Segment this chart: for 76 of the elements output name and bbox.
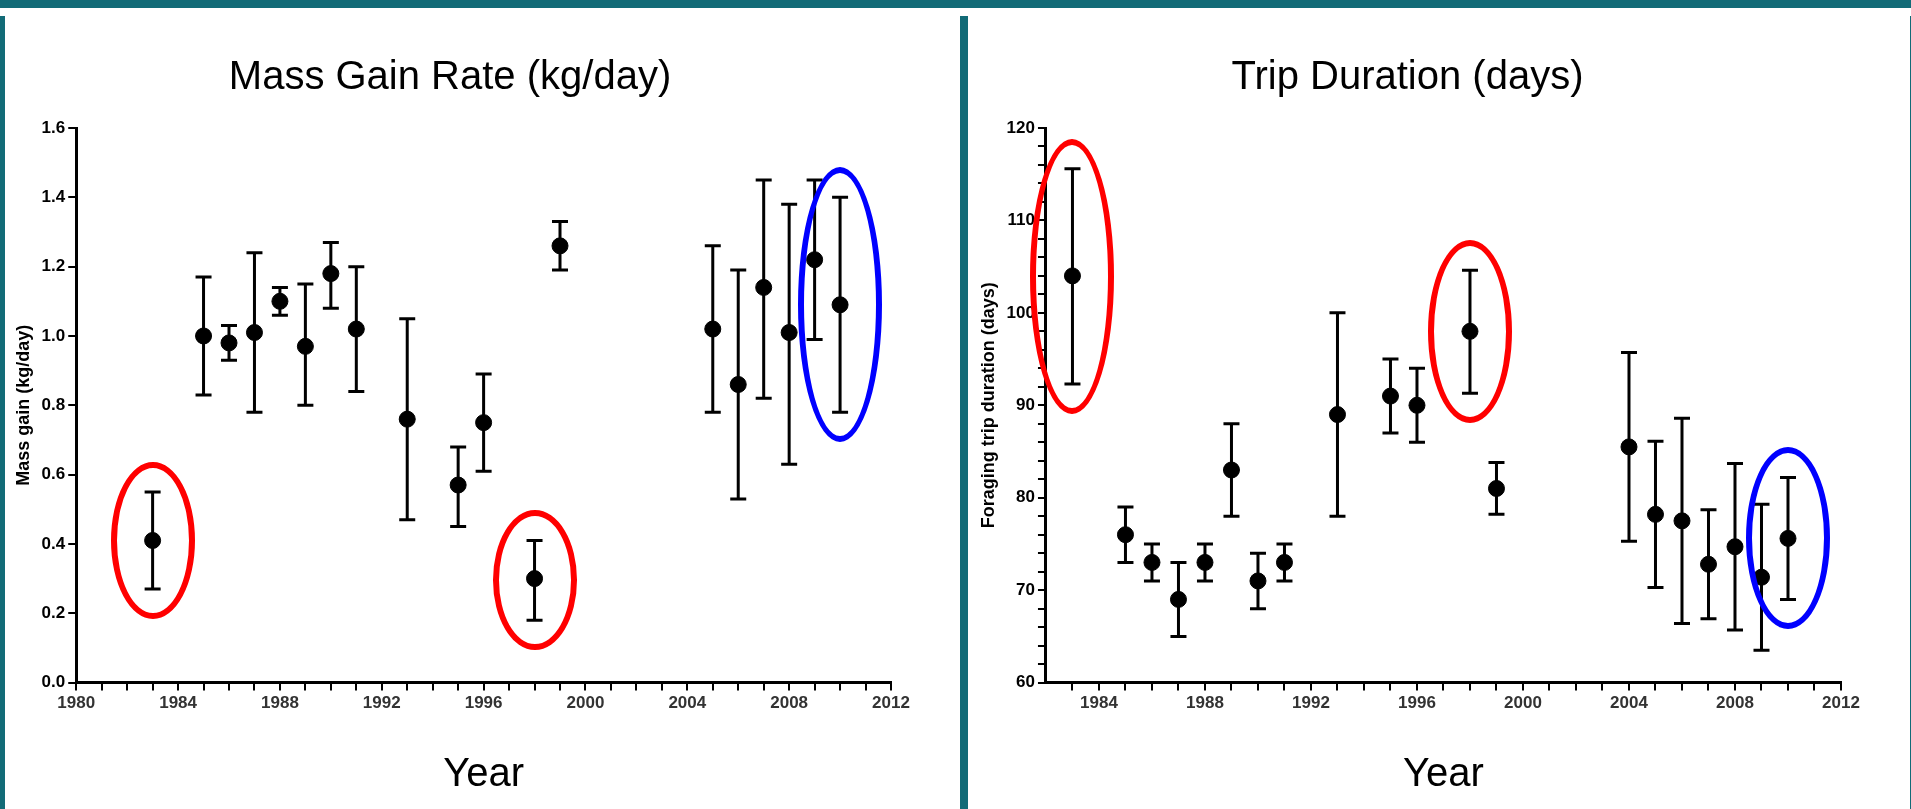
x-tick-label: 1996: [1398, 693, 1436, 713]
point: [1143, 553, 1161, 571]
y-tick-label: 1.4: [41, 187, 66, 207]
y-tick-label: 80: [1016, 487, 1035, 507]
y-tick-label: 0.4: [41, 533, 66, 553]
y-tick-label: 0.6: [41, 464, 66, 484]
point: [780, 324, 798, 342]
x-tick-label: 1984: [1080, 693, 1119, 713]
y-tick-label: 0.0: [41, 672, 66, 692]
point: [1620, 438, 1638, 456]
point: [220, 334, 238, 352]
point: [806, 251, 824, 269]
x-tick-label: 2012: [1822, 693, 1860, 713]
x-tick-label: 2012: [872, 693, 910, 713]
point: [322, 265, 340, 283]
point: [1699, 555, 1717, 573]
x-tick-label: 2000: [566, 693, 605, 713]
point: [1275, 553, 1293, 571]
y-tick-label: 0.8: [41, 394, 66, 414]
point: [1116, 526, 1134, 544]
x-tick-label: 1996: [464, 693, 503, 713]
y-tick-label: 1.6: [41, 117, 66, 137]
point: [526, 570, 544, 588]
x-tick-label: 2000: [1504, 693, 1542, 713]
chart-title: Trip Duration (days): [1231, 53, 1584, 98]
point: [1673, 512, 1691, 530]
point: [551, 237, 569, 255]
point: [1063, 267, 1081, 285]
point: [144, 531, 162, 549]
point: [1461, 322, 1479, 340]
y-axis-title: Mass gain (kg/day): [12, 324, 33, 486]
point: [245, 324, 263, 342]
x-tick-label: 2004: [668, 693, 707, 713]
point: [1726, 538, 1744, 556]
y-tick-label: 0.2: [41, 602, 66, 622]
x-axis-title: Year: [1403, 750, 1484, 795]
point: [1779, 529, 1797, 547]
x-tick-label: 1980: [57, 693, 96, 713]
point: [1196, 553, 1214, 571]
chart-title: Mass Gain Rate (kg/day): [228, 53, 672, 98]
x-tick-label: 2008: [1716, 693, 1754, 713]
x-tick-label: 1992: [362, 693, 401, 713]
point: [1328, 406, 1346, 424]
point: [271, 292, 289, 310]
x-tick-label: 2004: [1610, 693, 1649, 713]
x-tick-label: 2008: [770, 693, 809, 713]
point: [449, 476, 467, 494]
y-axis-title: Foraging trip duration (days): [977, 282, 998, 529]
point: [1408, 396, 1426, 414]
point: [1646, 505, 1664, 523]
point: [1381, 387, 1399, 405]
y-tick-label: 70: [1016, 579, 1035, 599]
point: [195, 327, 213, 345]
point: [1487, 479, 1505, 497]
y-tick-label: 1.2: [41, 256, 66, 276]
y-tick-label: 60: [1016, 672, 1035, 692]
x-tick-label: 1988: [1186, 693, 1224, 713]
point: [475, 414, 493, 432]
y-tick-label: 120: [1006, 117, 1035, 137]
y-tick-label: 110: [1007, 210, 1035, 230]
x-axis-title: Year: [443, 750, 525, 795]
x-tick-label: 1988: [261, 693, 299, 713]
point: [1222, 461, 1240, 479]
y-tick-label: 1.0: [41, 325, 66, 345]
point: [1249, 572, 1267, 590]
x-tick-label: 1992: [1292, 693, 1330, 713]
point: [755, 278, 773, 296]
point: [1169, 590, 1187, 608]
point: [347, 320, 365, 338]
point: [704, 320, 722, 338]
point: [398, 410, 416, 428]
y-tick-label: 90: [1016, 394, 1035, 414]
point: [831, 296, 849, 314]
x-tick-label: 1984: [159, 693, 198, 713]
point: [296, 337, 314, 355]
point: [729, 376, 747, 393]
